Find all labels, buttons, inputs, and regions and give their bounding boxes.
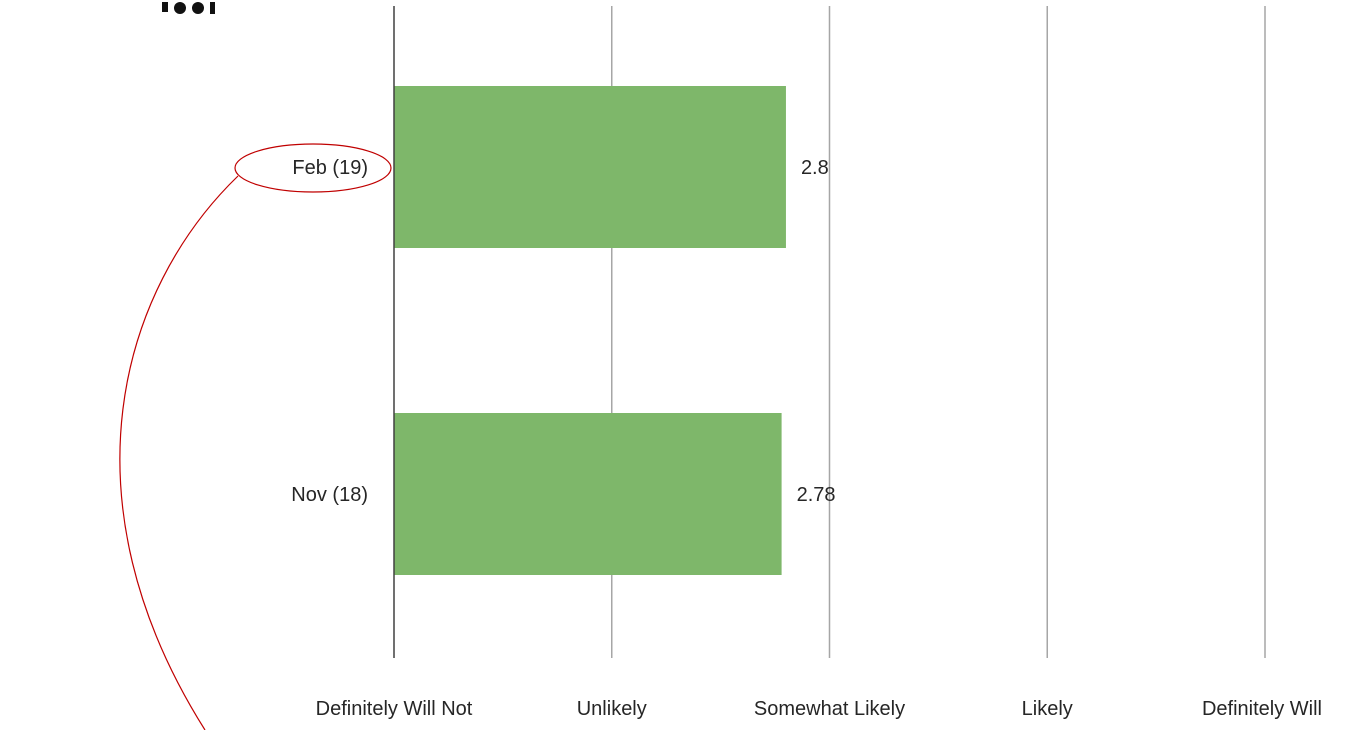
value-label: 2.8 [801,157,829,179]
x-tick-label: Unlikely [577,698,647,720]
x-tick-labels: Definitely Will Not Unlikely Somewhat Like… [316,698,1322,720]
annotation-connector [119,175,239,730]
x-tick-label: Likely [1022,698,1073,720]
x-tick-label: Definitely Will [1202,698,1322,720]
category-label: Nov (18) [291,484,368,506]
bar [394,86,786,248]
red-annotation [119,143,392,730]
category-labels: Feb (19) Nov (18) [291,157,368,506]
category-label: Feb (19) [292,157,368,179]
cropped-title-fragment [162,2,215,14]
bars [394,86,786,575]
x-tick-label: Somewhat Likely [754,698,905,720]
value-label: 2.78 [797,484,836,506]
annotation-ellipse [234,143,392,193]
x-tick-label: Definitely Will Not [316,698,473,720]
value-labels: 2.8 2.78 [797,157,836,506]
bar [394,413,782,575]
